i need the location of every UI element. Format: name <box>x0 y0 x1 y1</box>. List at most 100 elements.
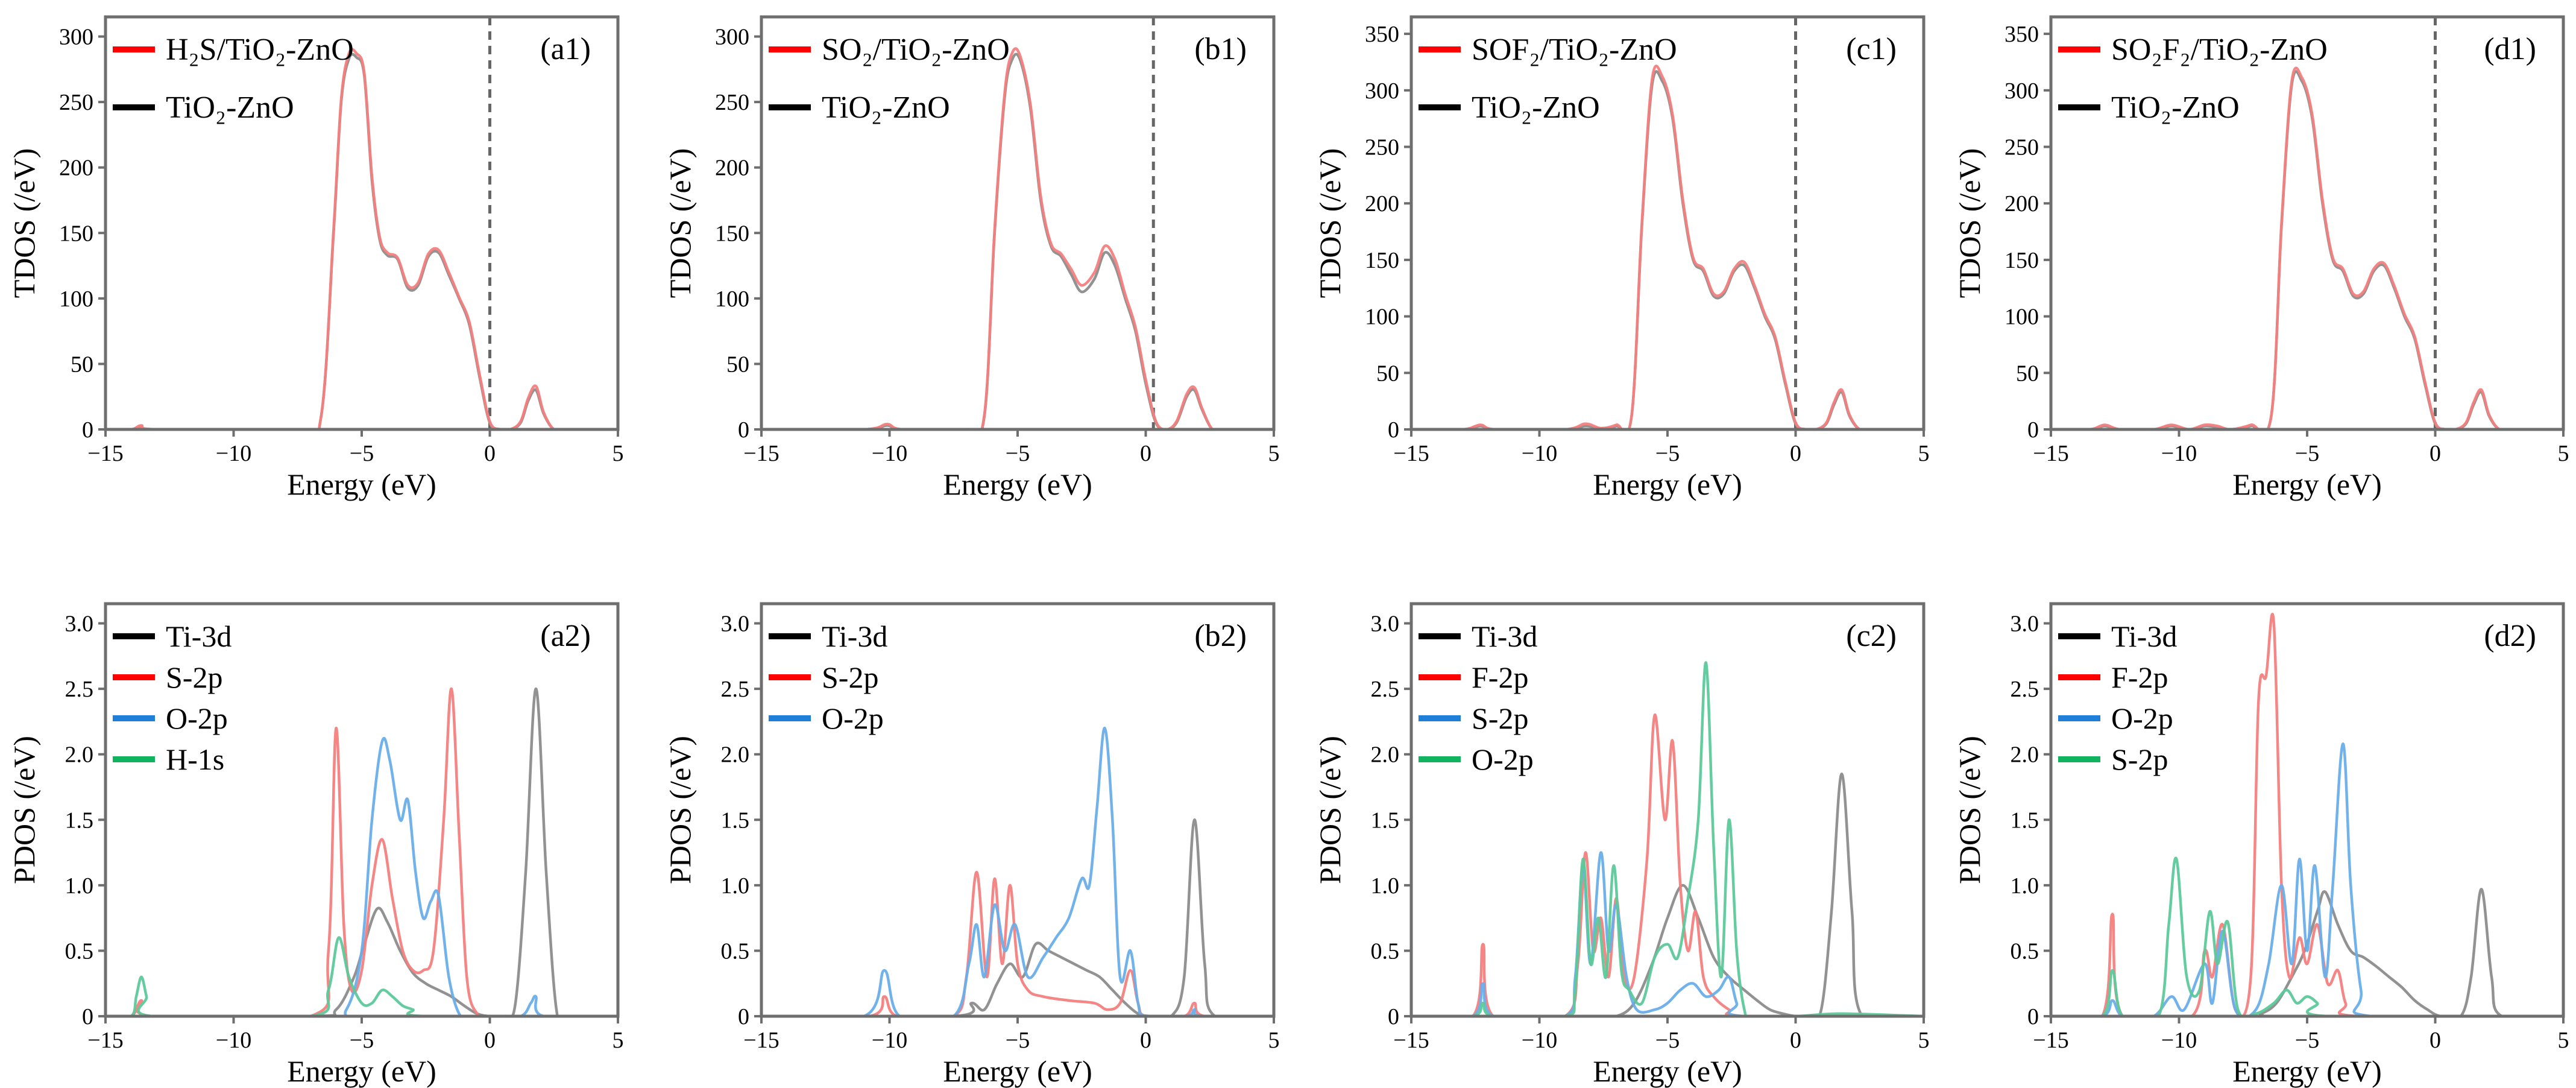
series-group <box>105 687 618 1016</box>
y-tick-label: 0 <box>1388 417 1399 443</box>
legend-entry: H-1s <box>166 742 224 776</box>
series-line-s-2p <box>2051 856 2563 1016</box>
series-line-so2f2-tio2-zno <box>2051 66 2563 429</box>
legend-entry: F-2p <box>2111 660 2168 694</box>
x-tick-label: 0 <box>484 441 496 466</box>
x-tick-label: 0 <box>2430 441 2441 466</box>
y-tick-label: 2.0 <box>1371 742 1400 768</box>
plot-frame <box>2049 15 2565 431</box>
y-tick-label: 2.0 <box>2011 742 2039 768</box>
y-tick-label: 2.0 <box>721 742 750 768</box>
y-tick-label: 2.0 <box>65 742 94 768</box>
x-tick-label: 0 <box>1140 441 1151 466</box>
y-tick-label: 150 <box>715 221 749 246</box>
x-axis-label: Energy (eV) <box>943 467 1092 501</box>
series-line-s-2p <box>1411 851 1924 1016</box>
panel-label: (b2) <box>1194 619 1247 653</box>
x-tick-label: −15 <box>2033 441 2068 466</box>
x-tick-label: −10 <box>2161 441 2197 466</box>
series-group <box>2051 66 2563 429</box>
series-line-ti-3d <box>2051 888 2563 1016</box>
x-tick-label: −10 <box>216 1028 251 1053</box>
y-tick-label: 1.0 <box>1371 873 1400 899</box>
y-tick-label: 0 <box>2027 1004 2039 1029</box>
y-tick-label: 1.0 <box>65 873 94 899</box>
x-axis-label: Energy (eV) <box>2232 1054 2382 1088</box>
y-tick-label: 200 <box>1365 191 1399 217</box>
legend-entry: O-2p <box>2111 701 2173 735</box>
x-tick-label: −10 <box>216 441 251 466</box>
panel-b2: −15 −10 −5 0 5 0 0.5 1.0 1.5 2.0 2.5 3.0 Energy (eV)… <box>663 602 1280 1088</box>
x-axis-label: Energy (eV) <box>943 1054 1092 1088</box>
series-group <box>105 48 618 429</box>
y-axis-label: TDOS (/eV) <box>1953 148 1986 299</box>
series-line-ti-3d <box>761 818 1274 1016</box>
y-tick-label: 0.5 <box>721 938 750 964</box>
x-tick-label: 0 <box>484 1028 496 1053</box>
x-tick-label: −5 <box>1006 441 1030 466</box>
x-axis-label: Energy (eV) <box>287 467 436 501</box>
x-tick-label: 0 <box>1140 1028 1151 1053</box>
y-tick-label: 3.0 <box>65 612 94 637</box>
legend: Ti-3d S-2p O-2p <box>769 619 887 735</box>
y-tick-label: 0 <box>2027 417 2039 443</box>
y-tick-label: 1.5 <box>1371 808 1400 833</box>
series-group <box>2051 613 2563 1016</box>
y-axis-label: PDOS (/eV) <box>7 736 41 884</box>
x-tick-label: −15 <box>743 441 779 466</box>
x-tick-label: 5 <box>613 441 624 466</box>
x-tick-label: −15 <box>743 1028 779 1053</box>
legend-entry: Ti-3d <box>2111 619 2177 653</box>
legend-entry: Ti-3d <box>166 619 231 653</box>
x-tick-label: 0 <box>2430 1028 2441 1053</box>
y-tick-label: 50 <box>2016 361 2039 386</box>
x-axis-label: Energy (eV) <box>287 1054 436 1088</box>
y-tick-label: 300 <box>2004 78 2039 104</box>
series-line-h2s-tio2-zno <box>105 48 618 429</box>
y-tick-label: 1.0 <box>2011 873 2039 899</box>
panel-label: (a2) <box>540 619 591 653</box>
x-tick-label: −5 <box>1655 441 1680 466</box>
series-line-o-2p <box>2051 742 2563 1016</box>
y-tick-label: 250 <box>59 90 93 115</box>
y-tick-label: 1.5 <box>721 808 750 833</box>
series-line-tio2-zno <box>1411 70 1924 429</box>
x-tick-label: −10 <box>1522 1028 1557 1053</box>
series-line-ti-3d <box>105 687 618 1016</box>
series-line-s-2p <box>105 687 618 1016</box>
y-tick-label: 50 <box>726 352 749 377</box>
y-tick-label: 1.5 <box>65 808 94 833</box>
legend-entry: S-2p <box>166 660 222 694</box>
y-tick-label: 250 <box>715 90 749 115</box>
x-tick-label: −10 <box>872 1028 907 1053</box>
y-tick-label: 300 <box>59 25 93 50</box>
panel-label: (c2) <box>1846 619 1897 653</box>
y-tick-label: 3.0 <box>721 612 750 637</box>
y-tick-label: 0 <box>738 417 749 443</box>
x-tick-label: −5 <box>350 1028 374 1053</box>
y-tick-label: 350 <box>1365 22 1399 47</box>
x-tick-label: −5 <box>1655 1028 1680 1053</box>
x-tick-label: 5 <box>1918 441 1930 466</box>
legend-entry: SO₂F₂/TiO₂-ZnO <box>2111 33 2328 67</box>
y-axis-label: TDOS (/eV) <box>663 148 697 299</box>
legend-entry: SO₂/TiO₂-ZnO <box>822 33 1010 67</box>
legend-entry: Ti-3d <box>1472 619 1537 653</box>
y-tick-label: 100 <box>1365 305 1399 330</box>
series-line-tio2-zno <box>2051 70 2563 429</box>
y-axis-label: PDOS (/eV) <box>1953 736 1986 884</box>
x-tick-label: −10 <box>872 441 907 466</box>
y-tick-label: 300 <box>1365 78 1399 104</box>
x-tick-label: 5 <box>1918 1028 1930 1053</box>
series-line-s-2p <box>761 870 1274 1016</box>
x-tick-label: 5 <box>2558 441 2569 466</box>
legend-entry: F-2p <box>1472 660 1528 694</box>
y-tick-label: 350 <box>2004 22 2039 47</box>
x-tick-label: 0 <box>1790 441 1801 466</box>
legend: Ti-3d S-2p O-2p H-1s <box>113 619 231 776</box>
x-tick-label: −15 <box>87 1028 123 1053</box>
